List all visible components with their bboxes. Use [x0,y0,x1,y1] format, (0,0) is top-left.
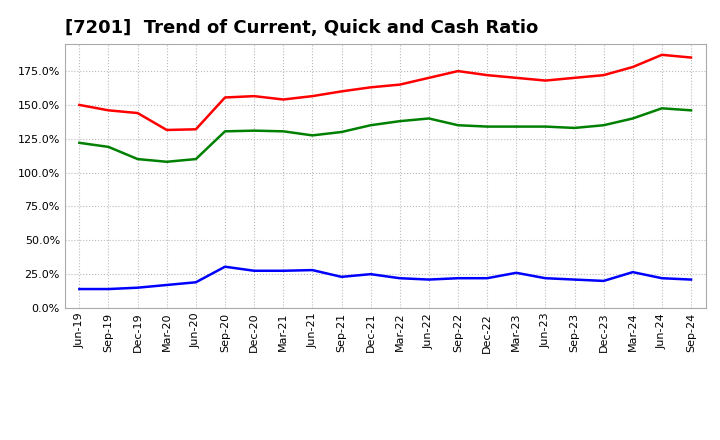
Quick Ratio [454,123,462,128]
Current Ratio [250,93,258,99]
Current Ratio [366,84,375,90]
Current Ratio [570,75,579,81]
Current Ratio [657,52,666,58]
Cash Ratio [395,275,404,281]
Quick Ratio [425,116,433,121]
Quick Ratio [279,128,287,134]
Line: Current Ratio: Current Ratio [79,55,691,130]
Quick Ratio [104,144,113,150]
Quick Ratio [308,133,317,138]
Text: [7201]  Trend of Current, Quick and Cash Ratio: [7201] Trend of Current, Quick and Cash … [65,19,538,37]
Cash Ratio [570,277,579,282]
Quick Ratio [250,128,258,133]
Quick Ratio [220,128,229,134]
Quick Ratio [629,116,637,121]
Cash Ratio [279,268,287,273]
Cash Ratio [657,275,666,281]
Cash Ratio [133,285,142,290]
Cash Ratio [75,286,84,292]
Cash Ratio [104,286,113,292]
Current Ratio [629,64,637,70]
Quick Ratio [395,118,404,124]
Current Ratio [512,75,521,81]
Quick Ratio [483,124,492,129]
Current Ratio [75,102,84,107]
Current Ratio [220,95,229,100]
Current Ratio [104,108,113,113]
Cash Ratio [483,275,492,281]
Current Ratio [454,69,462,74]
Quick Ratio [75,140,84,146]
Quick Ratio [192,157,200,162]
Cash Ratio [541,275,550,281]
Quick Ratio [133,157,142,162]
Current Ratio [163,127,171,132]
Cash Ratio [629,269,637,275]
Quick Ratio [366,123,375,128]
Cash Ratio [687,277,696,282]
Current Ratio [133,110,142,116]
Cash Ratio [366,271,375,277]
Cash Ratio [337,274,346,279]
Cash Ratio [599,278,608,283]
Cash Ratio [220,264,229,269]
Current Ratio [395,82,404,87]
Quick Ratio [687,108,696,113]
Quick Ratio [570,125,579,131]
Quick Ratio [512,124,521,129]
Current Ratio [599,73,608,78]
Current Ratio [687,55,696,60]
Cash Ratio [454,275,462,281]
Cash Ratio [425,277,433,282]
Line: Quick Ratio: Quick Ratio [79,108,691,162]
Current Ratio [541,78,550,83]
Current Ratio [308,93,317,99]
Cash Ratio [308,268,317,273]
Quick Ratio [657,106,666,111]
Quick Ratio [599,123,608,128]
Quick Ratio [337,129,346,135]
Cash Ratio [192,280,200,285]
Quick Ratio [541,124,550,129]
Current Ratio [425,75,433,81]
Current Ratio [192,127,200,132]
Line: Cash Ratio: Cash Ratio [79,267,691,289]
Cash Ratio [250,268,258,273]
Quick Ratio [163,159,171,165]
Current Ratio [337,89,346,94]
Current Ratio [279,97,287,102]
Cash Ratio [163,282,171,288]
Cash Ratio [512,270,521,275]
Current Ratio [483,73,492,78]
